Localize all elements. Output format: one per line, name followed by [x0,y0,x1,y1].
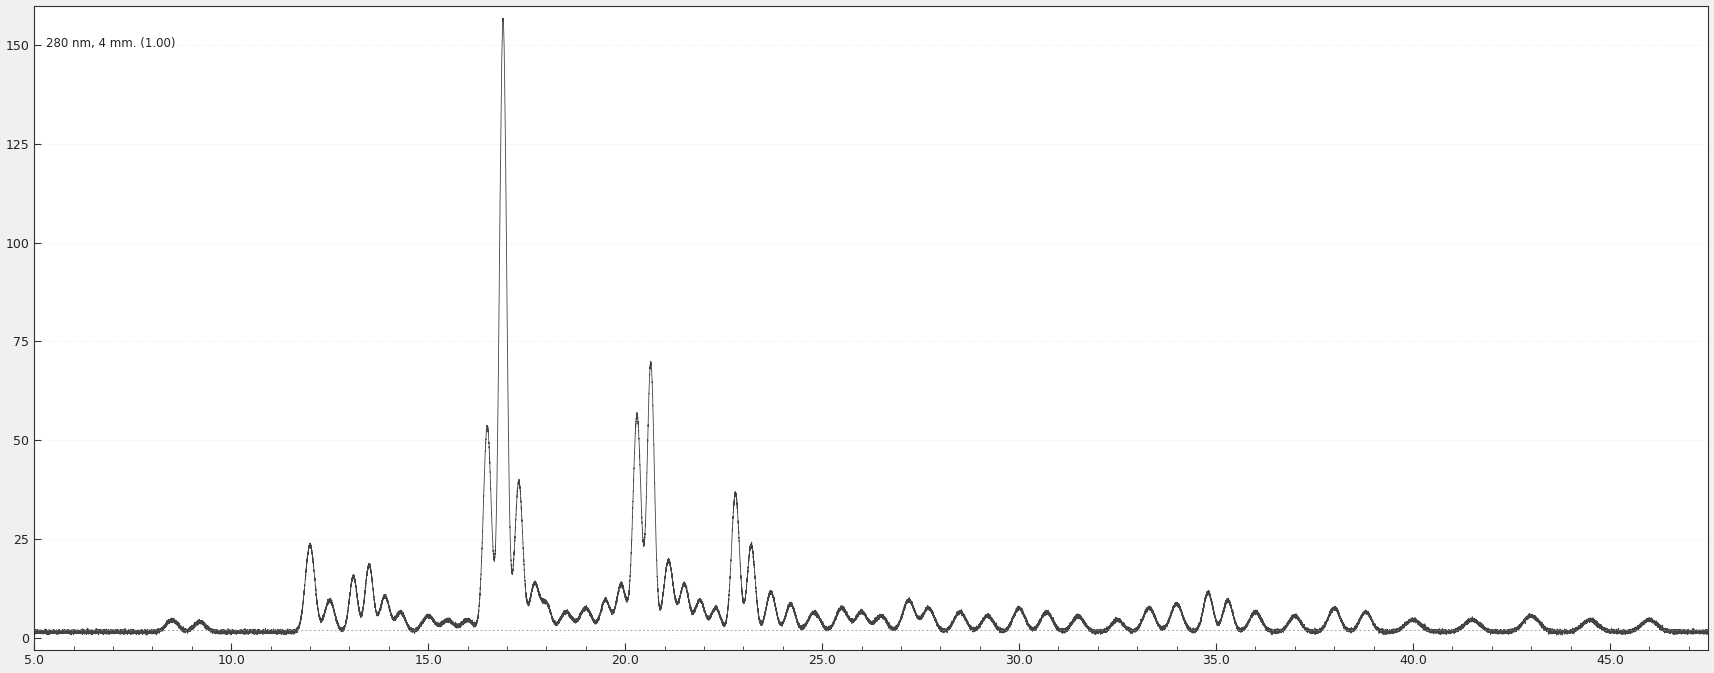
Text: 280 nm, 4 mm. (1.00): 280 nm, 4 mm. (1.00) [46,37,175,50]
